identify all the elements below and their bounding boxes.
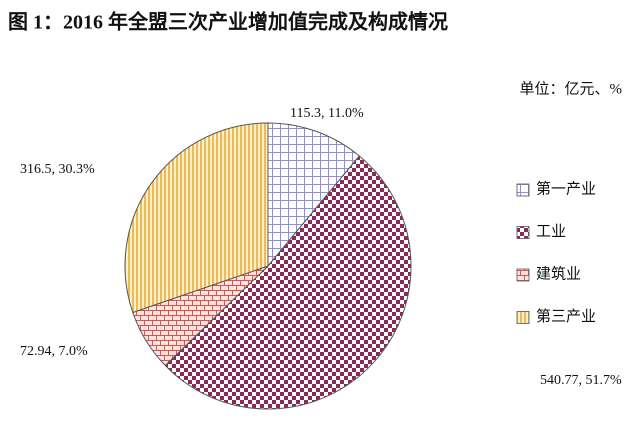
legend-label: 第三产业 <box>536 307 596 325</box>
chart-title: 图 1：2016 年全盟三次产业增加值完成及构成情况 <box>8 10 448 34</box>
data-label: 540.77, 51.7% <box>540 373 622 388</box>
legend-swatch <box>516 226 530 239</box>
legend-label: 建筑业 <box>536 265 581 282</box>
pie-slice <box>164 155 412 410</box>
legend-swatch <box>516 268 530 282</box>
pie-slice <box>267 122 361 268</box>
legend-label: 工业 <box>536 223 566 240</box>
legend-label: 第一产业 <box>536 179 596 197</box>
legend-swatch <box>516 183 530 197</box>
unit-label: 单位：亿元、% <box>520 80 623 97</box>
legend-swatch <box>516 311 530 324</box>
data-label: 72.94, 7.0% <box>20 344 88 359</box>
data-label: 316.5, 30.3% <box>20 162 95 177</box>
pie-slice <box>124 122 269 314</box>
data-label: 115.3, 11.0% <box>290 106 364 121</box>
